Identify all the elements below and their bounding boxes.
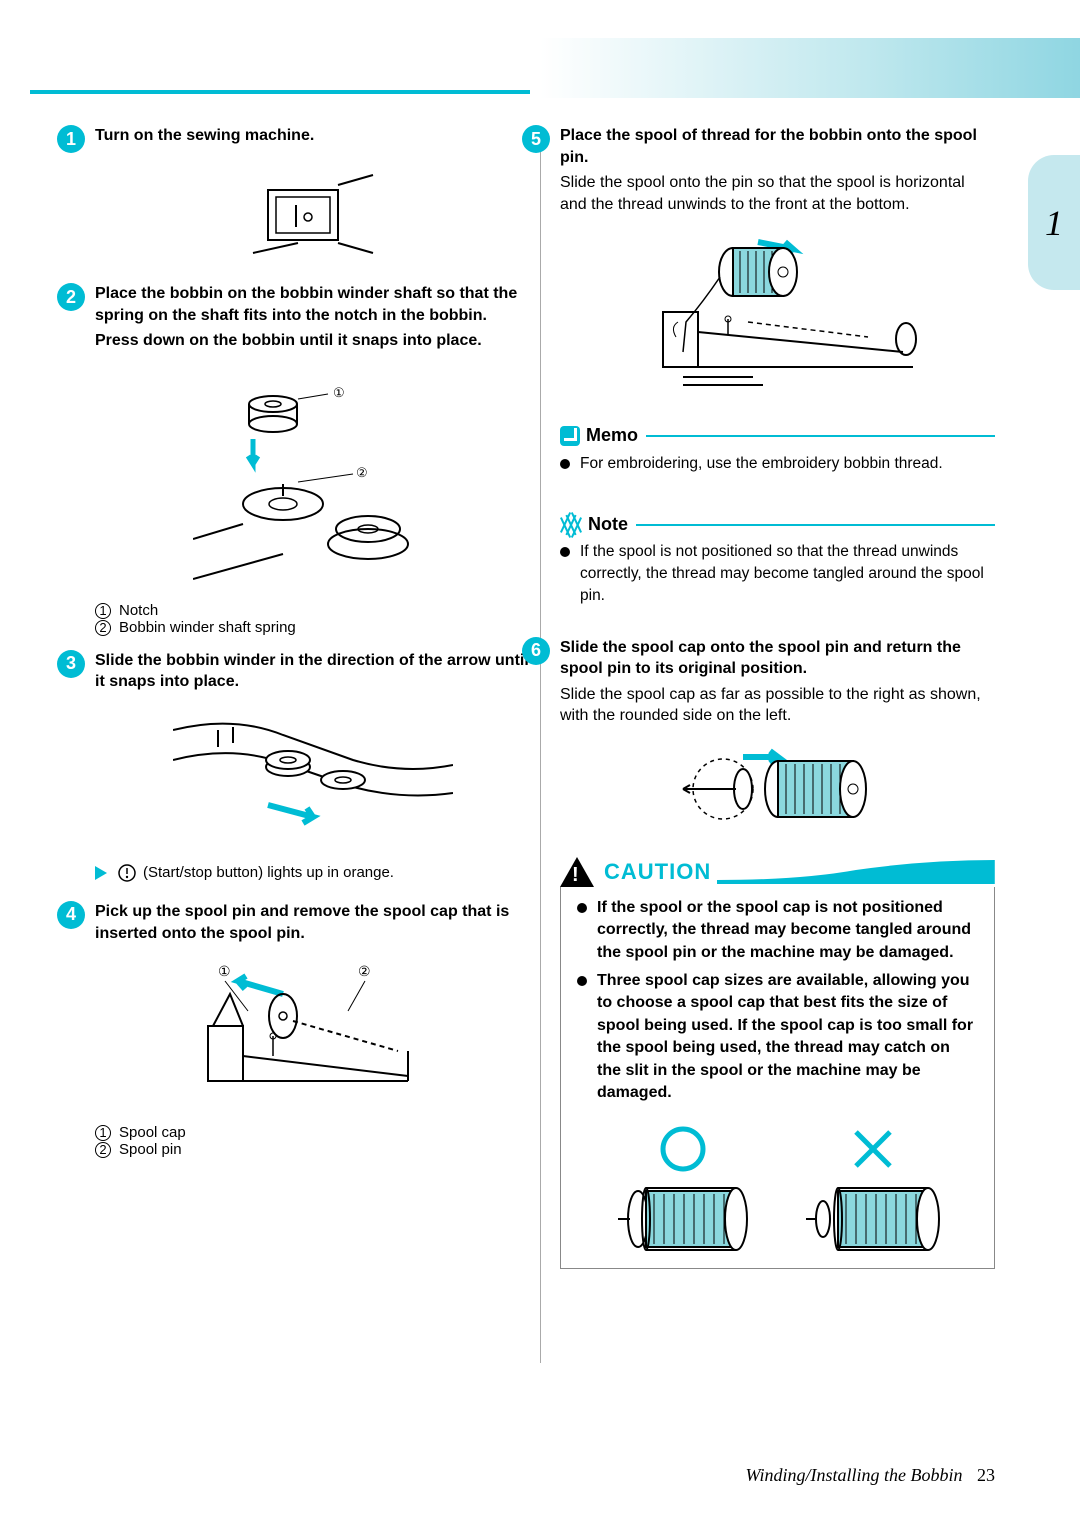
step-number-badge: 3 <box>57 650 85 678</box>
step-number-badge: 5 <box>522 125 550 153</box>
memo-label: Memo <box>586 423 638 448</box>
warning-icon <box>560 857 594 887</box>
figure-step1 <box>95 165 530 265</box>
step-6: 6 Slide the spool cap onto the spool pin… <box>560 637 995 727</box>
svg-text:①: ① <box>218 963 231 979</box>
step-4-legend: 1Spool cap 2Spool pin <box>95 1124 530 1158</box>
caution-illustrations <box>577 1124 978 1254</box>
caution-label: CAUTION <box>604 859 711 885</box>
step-4-title: Pick up the spool pin and remove the spo… <box>95 903 509 942</box>
header-gradient <box>0 38 1080 98</box>
step-4: 4 Pick up the spool pin and remove the s… <box>95 901 530 944</box>
caution-header: CAUTION <box>560 857 995 887</box>
chapter-tab: 1 <box>1028 155 1080 290</box>
figure-step2: ① ② <box>95 364 530 584</box>
svg-text:②: ② <box>358 963 371 979</box>
legend-notch: Notch <box>119 602 158 619</box>
memo-box: Memo For embroidering, use the embroider… <box>560 415 995 490</box>
caution-bullet-2: Three spool cap sizes are available, all… <box>597 970 978 1104</box>
legend-spring: Bobbin winder shaft spring <box>119 619 296 636</box>
svg-text:①: ① <box>333 385 345 400</box>
step-number-badge: 4 <box>57 901 85 929</box>
figure-step6 <box>560 739 995 839</box>
figure-step4: ① ② <box>95 956 530 1106</box>
note-text: If the spool is not positioned so that t… <box>580 541 995 606</box>
figure-step3 <box>95 705 530 845</box>
step-3-note-text: (Start/stop button) lights up in orange. <box>143 864 394 881</box>
note-label: Note <box>588 512 628 537</box>
incorrect-spool-icon <box>798 1124 948 1254</box>
caution-bullet-1: If the spool or the spool cap is not pos… <box>597 897 978 964</box>
step-6-title: Slide the spool cap onto the spool pin a… <box>560 639 961 678</box>
left-column: 1 Turn on the sewing machine. 2 Place th… <box>95 125 530 1269</box>
memo-text: For embroidering, use the embroidery bob… <box>580 453 943 475</box>
step-number-badge: 2 <box>57 283 85 311</box>
note-icon <box>560 514 582 536</box>
step-5-title: Place the spool of thread for the bobbin… <box>560 127 977 166</box>
footer-title: Winding/Installing the Bobbin <box>746 1465 963 1485</box>
step-2: 2 Place the bobbin on the bobbin winder … <box>95 283 530 352</box>
svg-text:②: ② <box>356 465 368 480</box>
step-5-body: Slide the spool onto the pin so that the… <box>560 172 995 215</box>
page-footer: Winding/Installing the Bobbin 23 <box>746 1465 996 1486</box>
step-3-note: (Start/stop button) lights up in orange. <box>95 863 530 883</box>
step-2-body: Press down on the bobbin until it snaps … <box>95 330 530 352</box>
step-number-badge: 1 <box>57 125 85 153</box>
memo-icon <box>560 426 580 446</box>
main-content: 1 Turn on the sewing machine. 2 Place th… <box>95 125 1000 1269</box>
step-2-legend: 1Notch 2Bobbin winder shaft spring <box>95 602 530 636</box>
step-1-title: Turn on the sewing machine. <box>95 127 314 144</box>
caution-box: If the spool or the spool cap is not pos… <box>560 887 995 1270</box>
figure-step5 <box>560 227 995 397</box>
triangle-icon <box>95 866 107 880</box>
note-box: Note If the spool is not positioned so t… <box>560 504 995 622</box>
correct-spool-icon <box>608 1124 758 1254</box>
legend-spool-pin: Spool pin <box>119 1141 182 1158</box>
step-6-body: Slide the spool cap as far as possible t… <box>560 684 995 727</box>
header-accent-line <box>30 90 530 94</box>
step-2-title: Place the bobbin on the bobbin winder sh… <box>95 285 517 324</box>
step-5: 5 Place the spool of thread for the bobb… <box>560 125 995 215</box>
step-3-title: Slide the bobbin winder in the direction… <box>95 652 529 691</box>
legend-spool-cap: Spool cap <box>119 1124 186 1141</box>
step-1: 1 Turn on the sewing machine. <box>95 125 530 153</box>
right-column: 5 Place the spool of thread for the bobb… <box>560 125 995 1269</box>
page-number: 23 <box>977 1465 995 1485</box>
step-number-badge: 6 <box>522 637 550 665</box>
step-3: 3 Slide the bobbin winder in the directi… <box>95 650 530 693</box>
